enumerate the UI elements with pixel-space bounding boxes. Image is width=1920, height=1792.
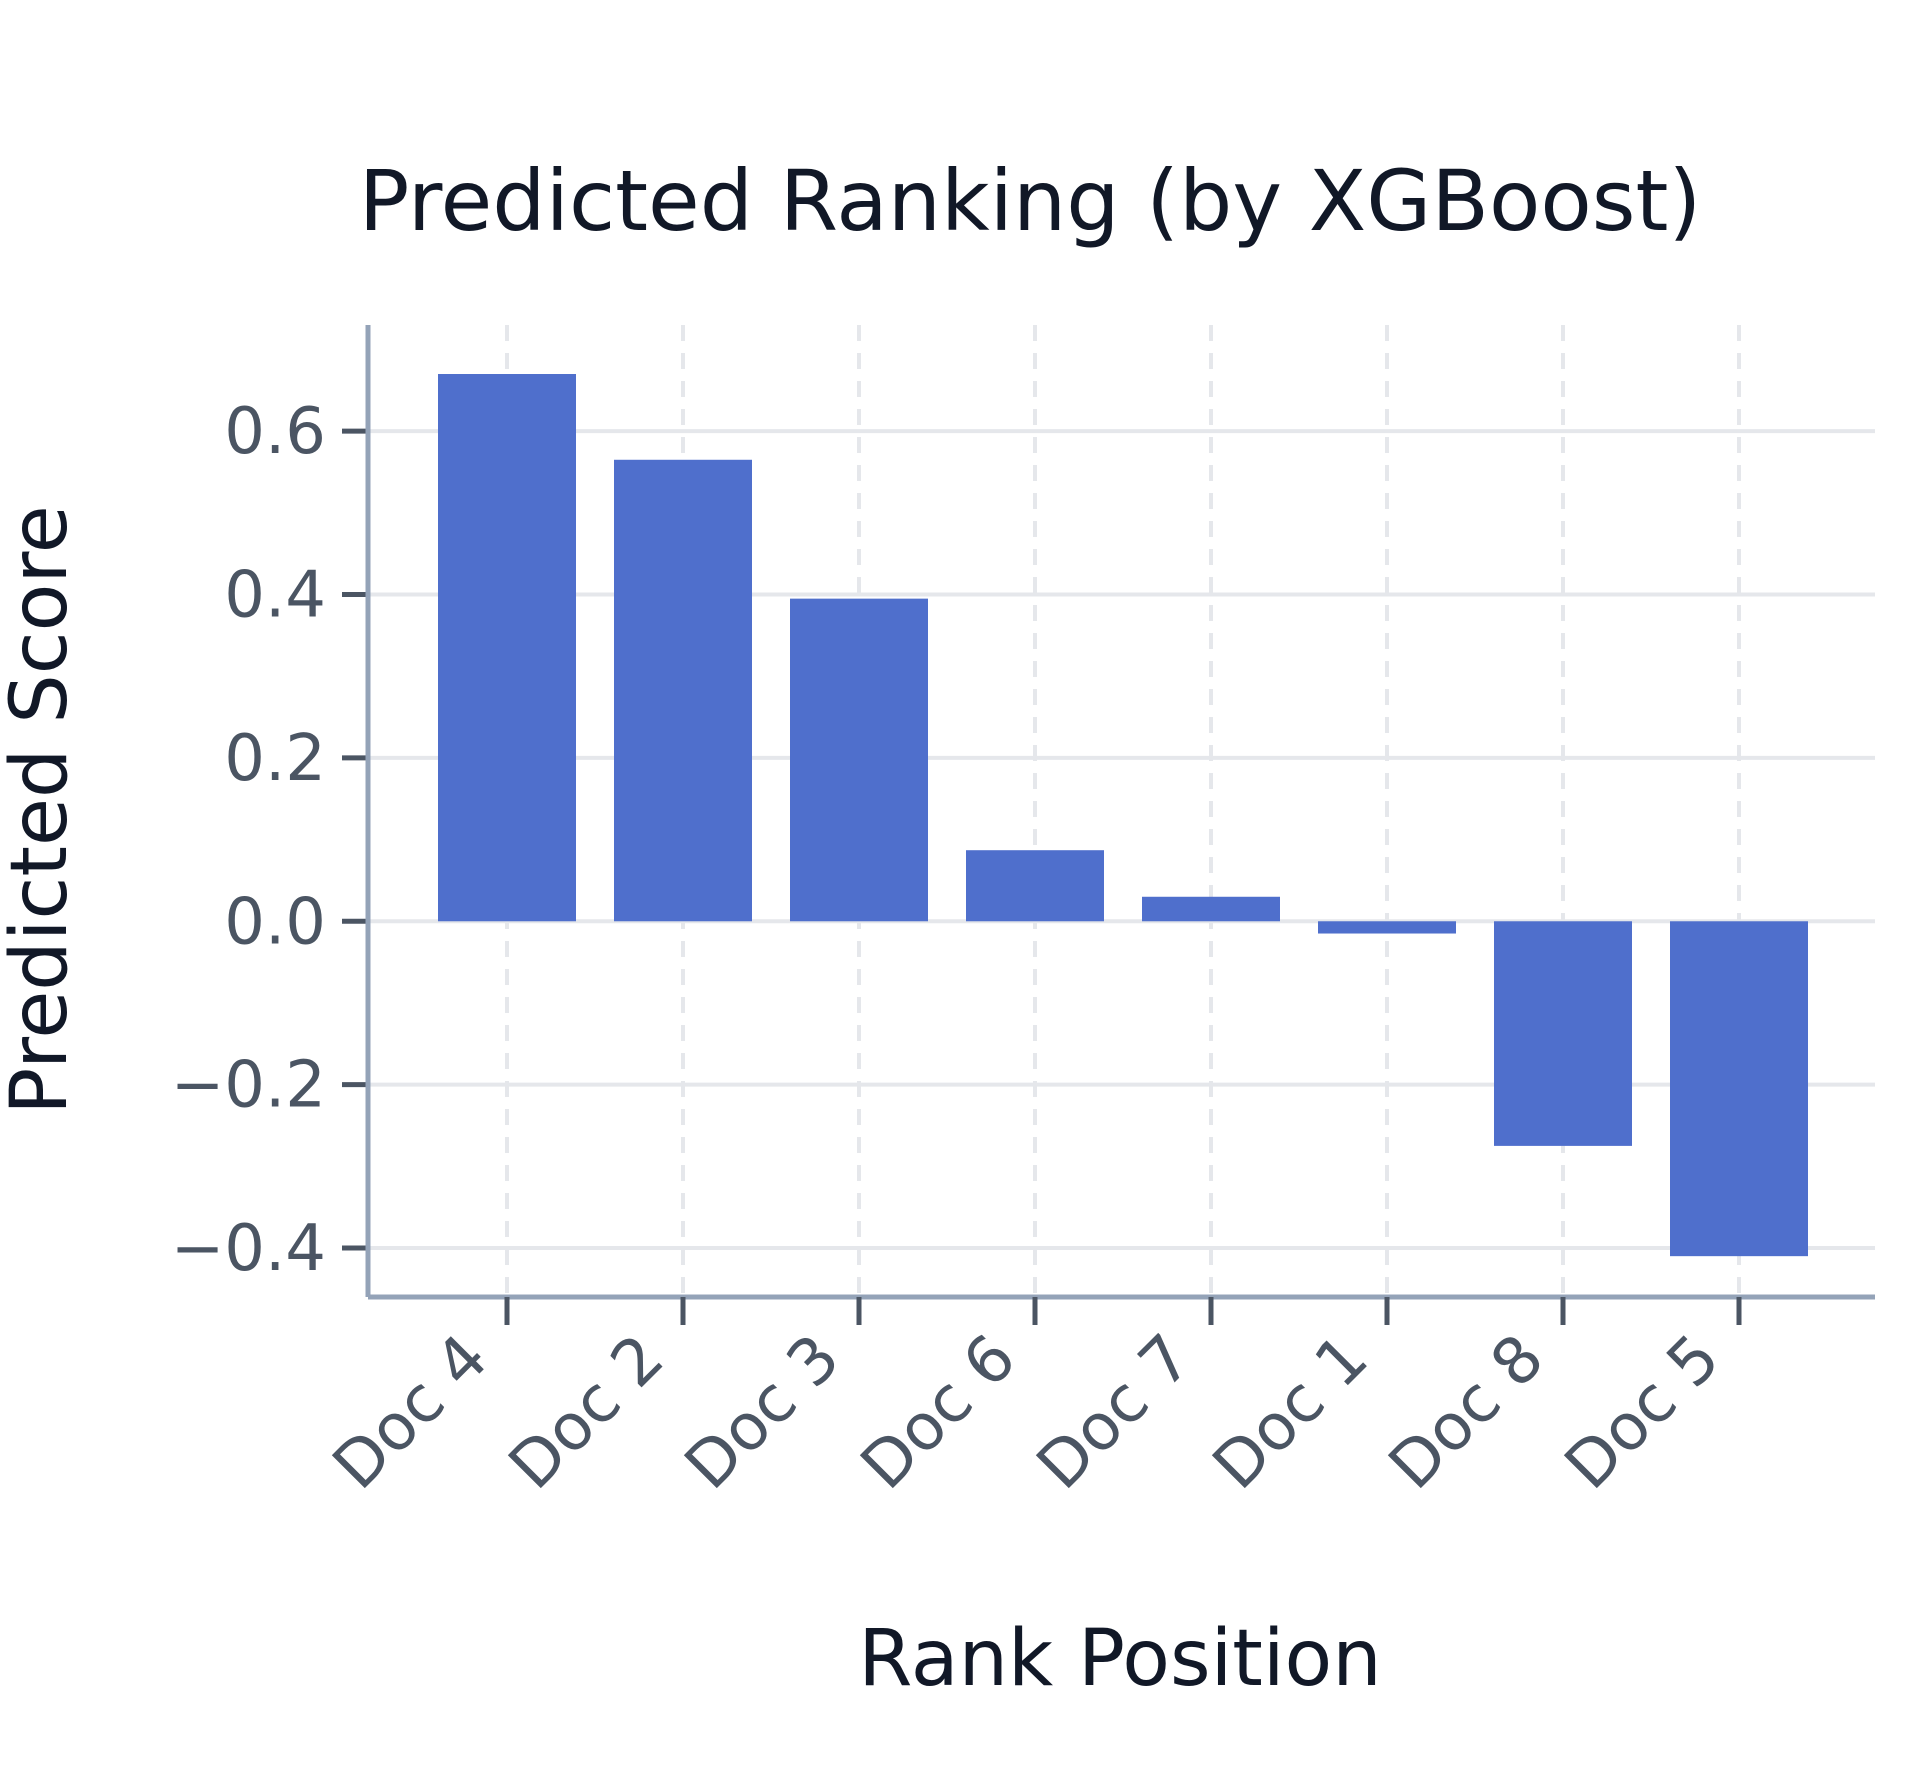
bar-layer — [438, 374, 1808, 1257]
bar — [438, 374, 576, 922]
bar — [1670, 921, 1808, 1257]
y-tick-label: −0.4 — [171, 1212, 326, 1286]
y-tick-label: 0.4 — [224, 559, 326, 633]
y-tick-label: 0.6 — [224, 395, 326, 469]
y-tick-label: 0.2 — [224, 722, 326, 796]
x-tick-label: Doc 7 — [1023, 1321, 1206, 1504]
x-axis-title: Rank Position — [858, 1614, 1381, 1704]
y-tick-label: −0.2 — [171, 1049, 326, 1123]
x-tick-label: Doc 5 — [1551, 1321, 1734, 1504]
bar — [1494, 921, 1632, 1146]
x-tick-label: Doc 1 — [1199, 1321, 1382, 1504]
chart-title: Predicted Ranking (by XGBoost) — [359, 152, 1702, 250]
y-tick-label: 0.0 — [224, 885, 326, 959]
x-tick-label: Doc 2 — [495, 1321, 678, 1504]
bar — [1318, 921, 1456, 934]
bar — [614, 459, 752, 922]
bar — [790, 598, 928, 922]
grid-layer — [368, 325, 1875, 1297]
x-tick-label: Doc 3 — [671, 1321, 854, 1504]
bar — [966, 850, 1104, 922]
axis-layer — [342, 325, 1875, 1325]
bar — [1142, 896, 1280, 922]
y-axis-title: Predicted Score — [0, 505, 85, 1114]
x-tick-label: Doc 8 — [1375, 1321, 1558, 1504]
x-tick-label: Doc 6 — [847, 1321, 1030, 1504]
x-tick-label: Doc 4 — [319, 1321, 502, 1504]
